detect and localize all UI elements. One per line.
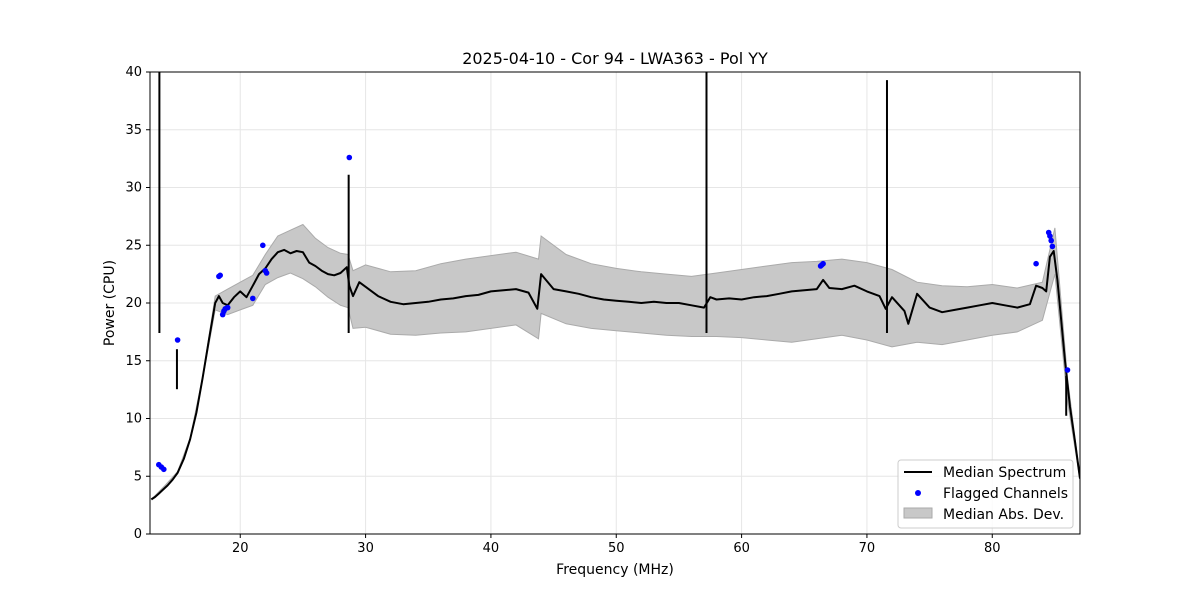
flagged-point	[263, 270, 270, 276]
legend-median-label: Median Spectrum	[943, 465, 1066, 481]
legend-box	[897, 459, 1074, 529]
y-tick-label: 40	[125, 65, 142, 80]
median-spectrum-line	[150, 248, 1080, 501]
x-axis-ticks: 20 30 40 50 60 70 80	[232, 534, 1001, 556]
flagged-point	[224, 304, 231, 311]
legend-dot-swatch	[915, 490, 921, 496]
y-tick-label: 20	[125, 296, 142, 311]
y-tick-label: 35	[125, 123, 142, 138]
legend: Median Spectrum Flagged Channels Median …	[897, 459, 1074, 529]
y-tick-label: 0	[134, 527, 142, 542]
x-tick-label: 50	[608, 541, 625, 556]
flagged-point	[820, 260, 826, 267]
mad-band	[152, 223, 1080, 501]
x-axis-label: Frequency (MHz)	[556, 562, 674, 578]
y-tick-label: 30	[125, 181, 142, 196]
flagged-point	[1033, 260, 1039, 267]
legend-flagged-label: Flagged Channels	[943, 486, 1068, 502]
flagged-point	[1049, 243, 1056, 250]
y-tick-label: 15	[125, 354, 142, 369]
flagged-point	[1048, 237, 1054, 244]
flagged-point	[161, 466, 167, 473]
x-tick-label: 60	[733, 541, 750, 556]
y-axis-label: Power (CPU)	[102, 260, 118, 346]
flagged-channels	[156, 154, 1071, 473]
spike-lines	[158, 72, 1068, 416]
y-tick-label: 25	[125, 238, 142, 253]
x-tick-label: 40	[483, 541, 500, 556]
flagged-point	[174, 337, 181, 343]
flagged-point	[250, 295, 256, 302]
x-tick-label: 70	[859, 541, 876, 556]
flagged-point	[1047, 233, 1053, 239]
flagged-point	[260, 242, 266, 249]
x-tick-label: 20	[232, 541, 249, 556]
flagged-point	[346, 154, 353, 161]
y-axis-ticks: 0 5 10 15 20 25 30 35 40	[125, 65, 150, 542]
y-tick-label: 10	[125, 412, 142, 427]
flagged-point	[217, 272, 223, 279]
x-tick-label: 30	[357, 541, 374, 556]
x-tick-label: 80	[984, 541, 1001, 556]
chart-title: 2025-04-10 - Cor 94 - LWA363 - Pol YY	[462, 49, 768, 68]
legend-fill-swatch	[903, 507, 933, 519]
flagged-point	[1064, 367, 1071, 373]
y-tick-label: 5	[134, 469, 142, 484]
legend-mad-label: Median Abs. Dev.	[943, 507, 1064, 523]
